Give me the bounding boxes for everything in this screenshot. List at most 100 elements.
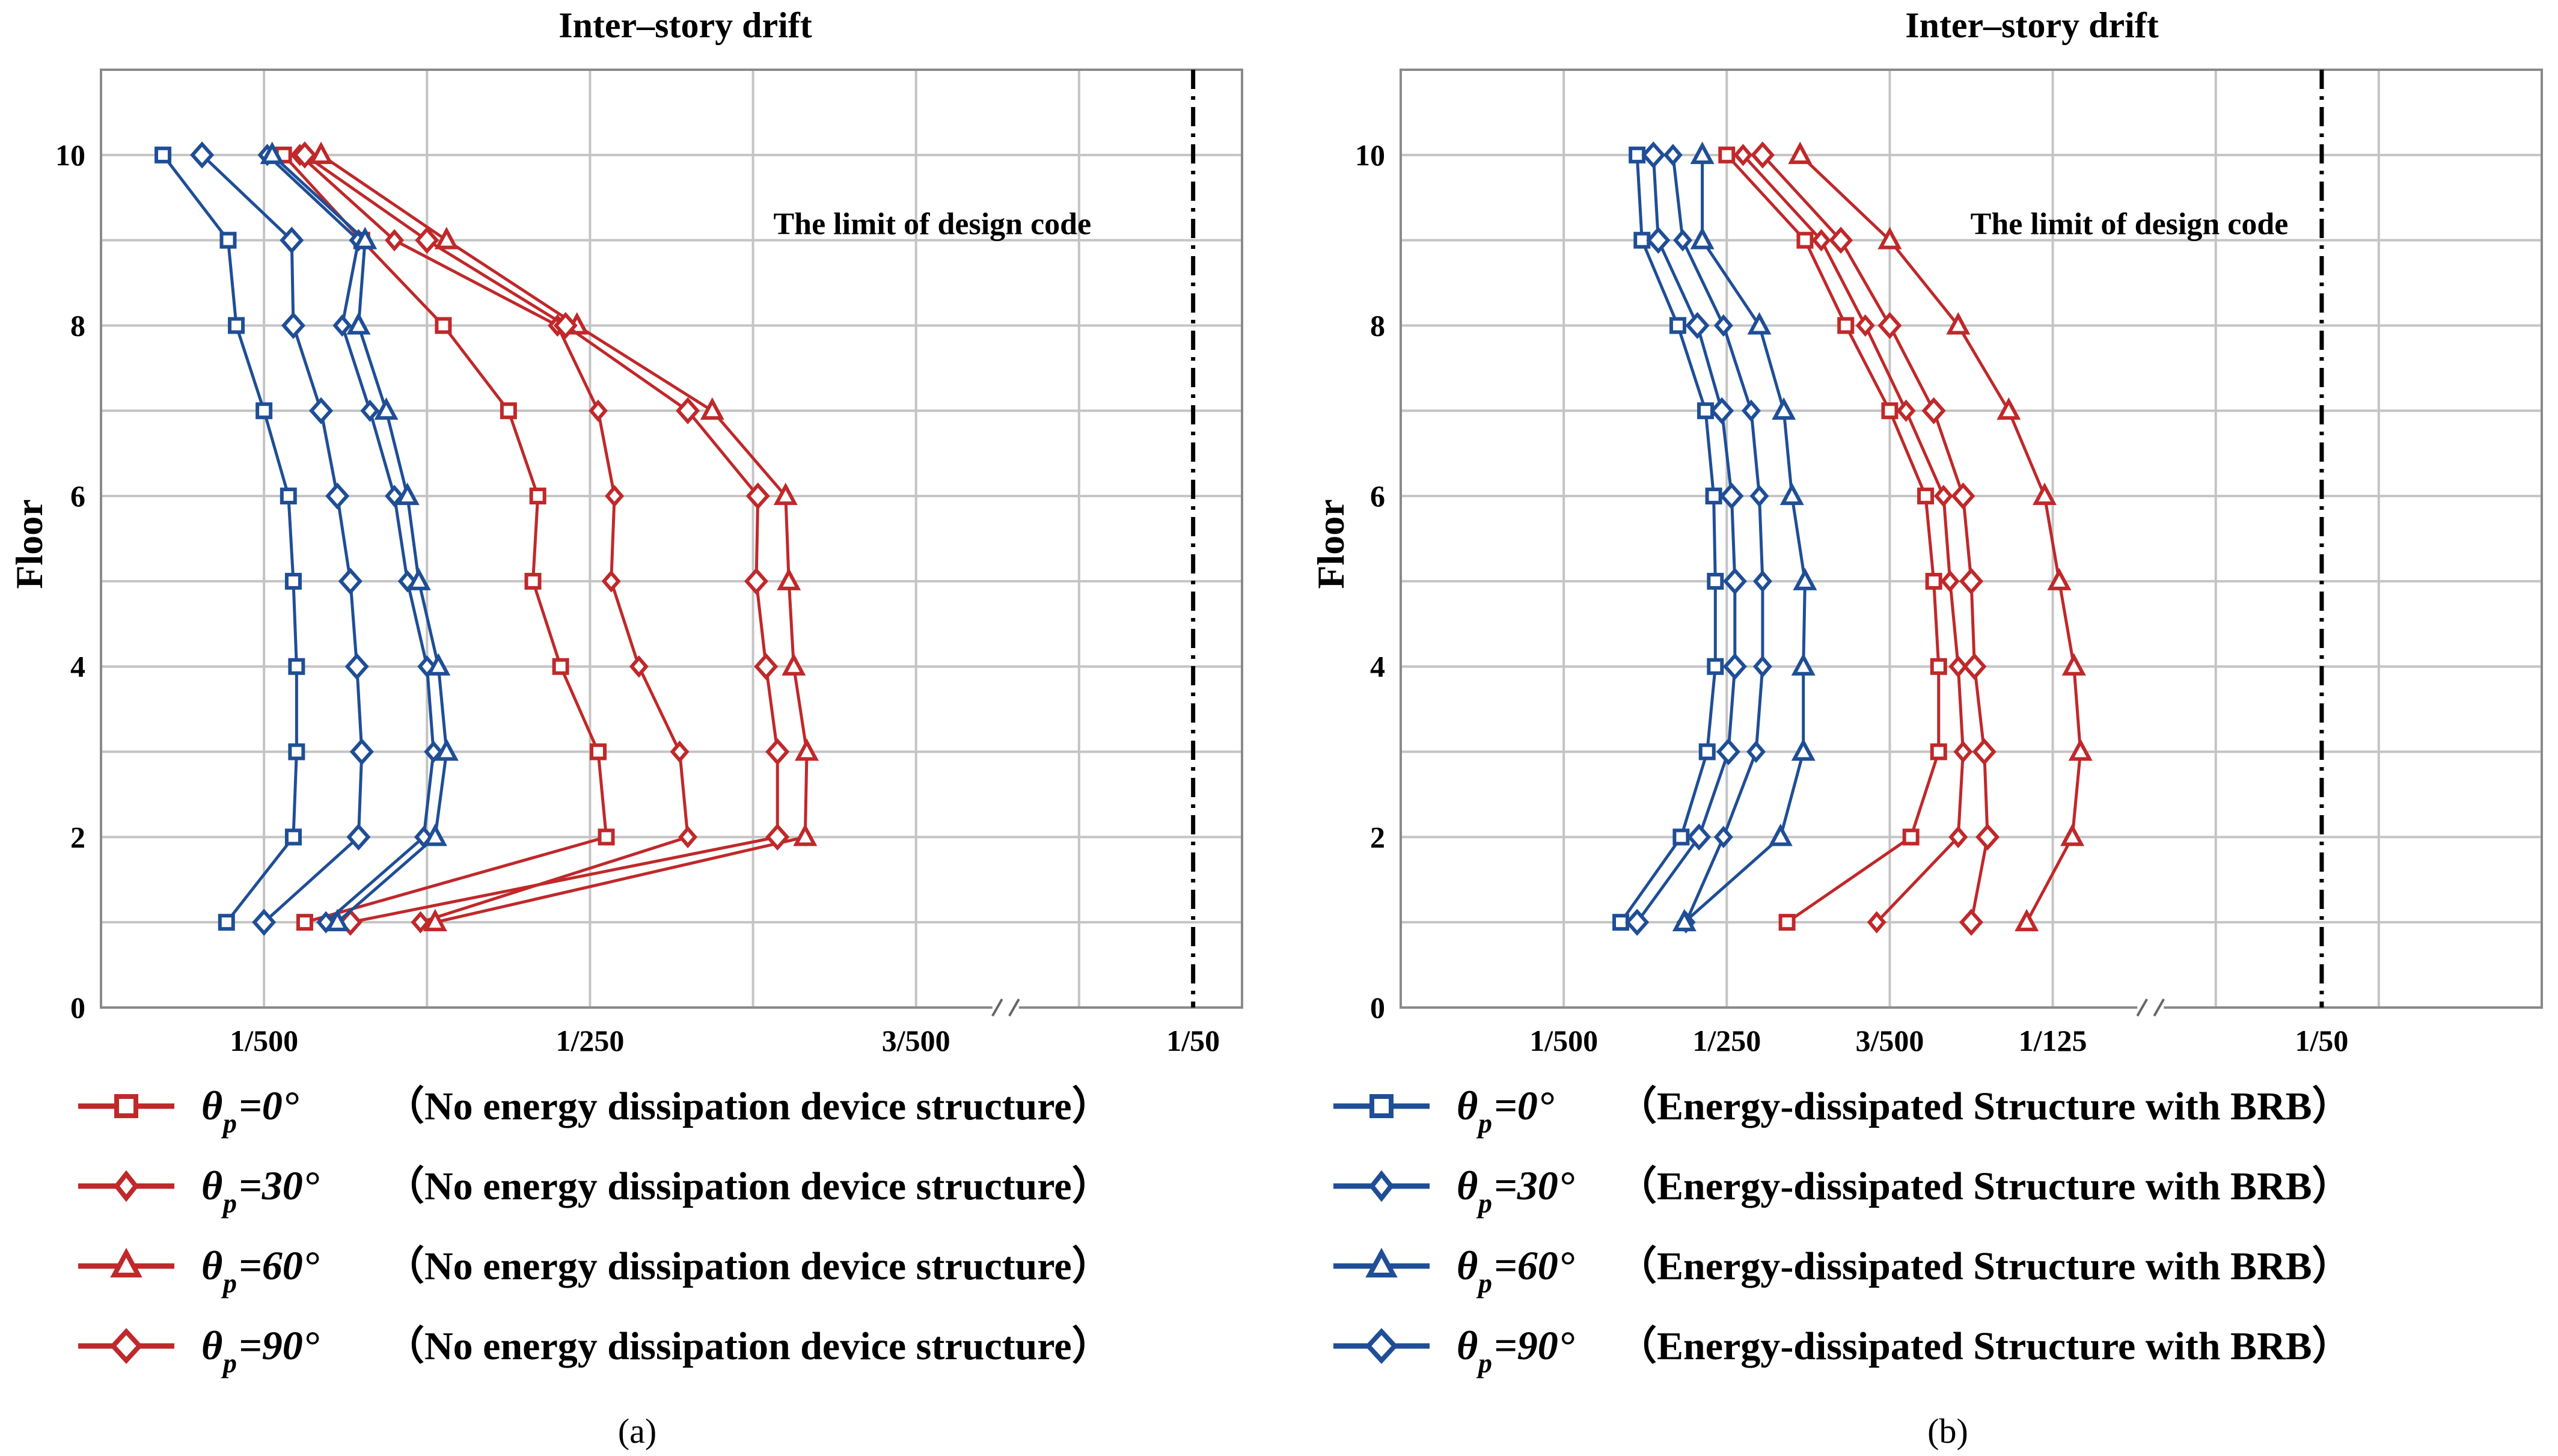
panel-a-data-point	[353, 227, 378, 249]
panel-b-data-point	[1796, 231, 1814, 249]
panel-b-data-point	[1975, 823, 2000, 851]
panel-a-data-point	[406, 567, 431, 590]
legend-left-theta-subscript: p	[221, 1268, 237, 1298]
panel-a: Inter–story drift Floor 0 2 4 6 8 10 1/500 1/2…	[8, 5, 1243, 1451]
panel-a-data-point	[795, 738, 819, 761]
legend-right-angle-value: =0°	[1494, 1083, 1554, 1128]
panel-b-series-2	[1788, 141, 2093, 932]
panel-a-data-point	[325, 908, 350, 932]
panel-a-data-point	[346, 312, 371, 335]
panel-b-data-point	[1788, 141, 1813, 164]
legend-right-description: （Energy-dissipated Structure with BRB）	[1617, 1324, 2352, 1368]
panel-a-data-point	[744, 567, 769, 595]
legend-right-marker-shape	[1368, 1170, 1395, 1202]
legend-left-marker-shape	[110, 1247, 142, 1277]
panel-b-data-point	[1669, 317, 1686, 334]
panel-a-data-point	[423, 824, 447, 846]
legend-right: θ p =0° （Energy-dissipated Structure with B…	[1333, 1083, 2352, 1378]
panel-b-data-point	[1902, 828, 1920, 846]
panel-a-data-point	[218, 914, 235, 931]
legend-left-angle-value: =0°	[239, 1083, 299, 1128]
legend-right-item: θ p =90° （Energy-dissipated Structure with …	[1333, 1323, 2352, 1378]
panel-a-data-point	[500, 402, 517, 420]
panel-b-data-point	[1917, 488, 1935, 505]
panel-a-title: Inter–story drift	[558, 5, 812, 45]
panel-a-data-point	[589, 399, 608, 422]
panel-a-series-line	[162, 154, 298, 923]
panel-b-title: Inter–story drift	[1905, 5, 2159, 45]
panel-a-series-4	[155, 146, 305, 931]
panel-a-data-point	[360, 399, 380, 422]
panel-b-data-point	[2068, 738, 2093, 761]
panel-a-data-point	[284, 828, 302, 846]
panel-a-data-point	[260, 141, 284, 164]
panel-a-ytick-label: 2	[70, 820, 85, 854]
legend-left-angle-value: =90°	[239, 1323, 319, 1368]
panel-a-data-point	[280, 488, 297, 505]
panel-b-series	[1612, 141, 2093, 936]
panel-a-series-3	[292, 141, 790, 936]
legend-left-theta-symbol: θ	[201, 1323, 222, 1368]
panel-a-data-point	[415, 227, 439, 254]
panel-a-data-point	[385, 229, 405, 252]
panel-b-data-point	[1707, 658, 1724, 675]
legend-right-angle-value: =60°	[1494, 1243, 1574, 1288]
panel-b-ytick-label: 6	[1370, 479, 1385, 513]
panel-a-data-point	[765, 823, 790, 851]
panel-a-data-point	[292, 141, 317, 169]
panel-a-series-0	[275, 146, 615, 931]
panel-a-axis-break-mark	[991, 999, 1003, 1017]
panel-b-xtick-label: 1/125	[2019, 1024, 2087, 1057]
panel-b-data-point	[1829, 227, 1853, 254]
panel-b-data-point	[1713, 825, 1733, 848]
legend-right-marker-shape	[1369, 1094, 1394, 1118]
legend-right-theta-symbol: θ	[1457, 1323, 1478, 1368]
panel-a-data-point	[754, 653, 779, 681]
panel-b-data-point	[2015, 908, 2039, 932]
panel-a-series-line	[299, 153, 690, 924]
panel-b-ytick-label: 4	[1370, 650, 1385, 684]
panel-a-data-point	[426, 653, 451, 676]
panel-a-data-point	[601, 570, 621, 593]
legend-left-angle-value: =60°	[239, 1243, 319, 1288]
panel-b-series-line	[1683, 154, 1807, 924]
panel-b-data-point	[2047, 567, 2072, 590]
panel-b-data-point	[1791, 653, 1816, 676]
panel-a-data-point	[793, 824, 818, 846]
panel-a-series	[155, 141, 819, 936]
panel-b-data-point	[1690, 141, 1715, 164]
panel-b-series-7	[1625, 141, 1747, 936]
panel-b-series-line	[1799, 154, 2082, 923]
panel-b-data-point	[1687, 823, 1712, 851]
panel-a-data-point	[434, 227, 459, 249]
panel-b-data-point	[2061, 653, 2086, 676]
panel-b-data-point	[1793, 567, 1817, 590]
legend-right-swatch-marker	[1369, 1094, 1394, 1118]
panel-a-data-point	[346, 823, 371, 851]
panel-b-data-point	[1698, 743, 1716, 760]
panel-b-data-point	[1959, 908, 1984, 936]
panel-a-caption: (a)	[618, 1412, 656, 1451]
legend-right-theta-subscript: p	[1476, 1268, 1492, 1298]
panel-b-ytick-label: 10	[1355, 138, 1385, 172]
panel-b-xtick-label: 3/500	[1855, 1024, 1924, 1057]
panel-a-data-point	[309, 141, 334, 164]
panel-b: Inter–story drift Floor 0 2 4 6 8 10 1/500 1/2…	[1309, 5, 2543, 1451]
panel-a-data-point	[605, 485, 625, 507]
legend-right-angle-value: =90°	[1494, 1323, 1574, 1368]
panel-b-data-point	[1685, 311, 1710, 339]
panel-b-data-point	[1746, 740, 1766, 763]
panel-a-data-point	[374, 397, 399, 420]
legend-right-marker-shape	[1365, 1328, 1398, 1364]
panel-b-data-point	[1946, 312, 1971, 335]
panel-b-data-point	[1881, 402, 1899, 420]
panel-a-annotation: The limit of design code	[773, 207, 1091, 241]
legend-right-theta-subscript: p	[1476, 1188, 1492, 1219]
legend-right-description: （Energy-dissipated Structure with BRB）	[1617, 1084, 2352, 1128]
panel-a-data-point	[288, 658, 305, 675]
panel-a-series-7	[190, 141, 374, 936]
panel-b-data-point	[1672, 908, 1697, 932]
panel-a-data-point	[553, 311, 578, 339]
panel-b-data-point	[1791, 738, 1816, 761]
panel-b-data-point	[1837, 317, 1855, 334]
